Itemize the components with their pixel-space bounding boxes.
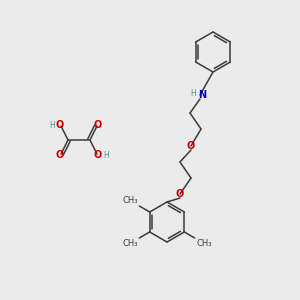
Text: O: O [176,189,184,199]
Text: CH₃: CH₃ [122,196,138,205]
Text: O: O [187,141,195,151]
Text: H: H [49,121,55,130]
Text: CH₃: CH₃ [122,239,138,248]
Text: N: N [198,90,206,100]
Text: O: O [94,120,102,130]
Text: O: O [56,120,64,130]
Text: O: O [56,150,64,160]
Text: H: H [190,88,196,98]
Text: H: H [103,151,109,160]
Text: O: O [94,150,102,160]
Text: CH₃: CH₃ [196,239,212,248]
